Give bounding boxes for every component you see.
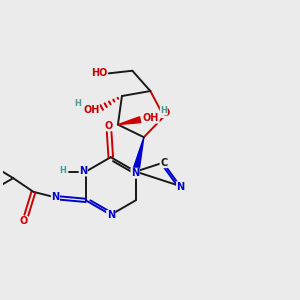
Polygon shape bbox=[118, 117, 141, 124]
Text: O: O bbox=[20, 216, 28, 226]
Text: O: O bbox=[105, 121, 113, 131]
Text: N: N bbox=[131, 168, 139, 178]
Text: HO: HO bbox=[91, 68, 107, 78]
Text: H: H bbox=[160, 106, 167, 115]
Text: OH: OH bbox=[143, 113, 159, 123]
Text: N: N bbox=[51, 192, 59, 202]
Text: H: H bbox=[75, 99, 82, 108]
Text: N: N bbox=[177, 182, 185, 192]
Text: OH: OH bbox=[83, 105, 99, 115]
Text: C: C bbox=[160, 158, 167, 168]
Text: N: N bbox=[79, 166, 87, 176]
Polygon shape bbox=[133, 137, 144, 172]
Text: O: O bbox=[161, 108, 170, 118]
Text: N: N bbox=[107, 210, 115, 220]
Text: H: H bbox=[59, 167, 66, 176]
